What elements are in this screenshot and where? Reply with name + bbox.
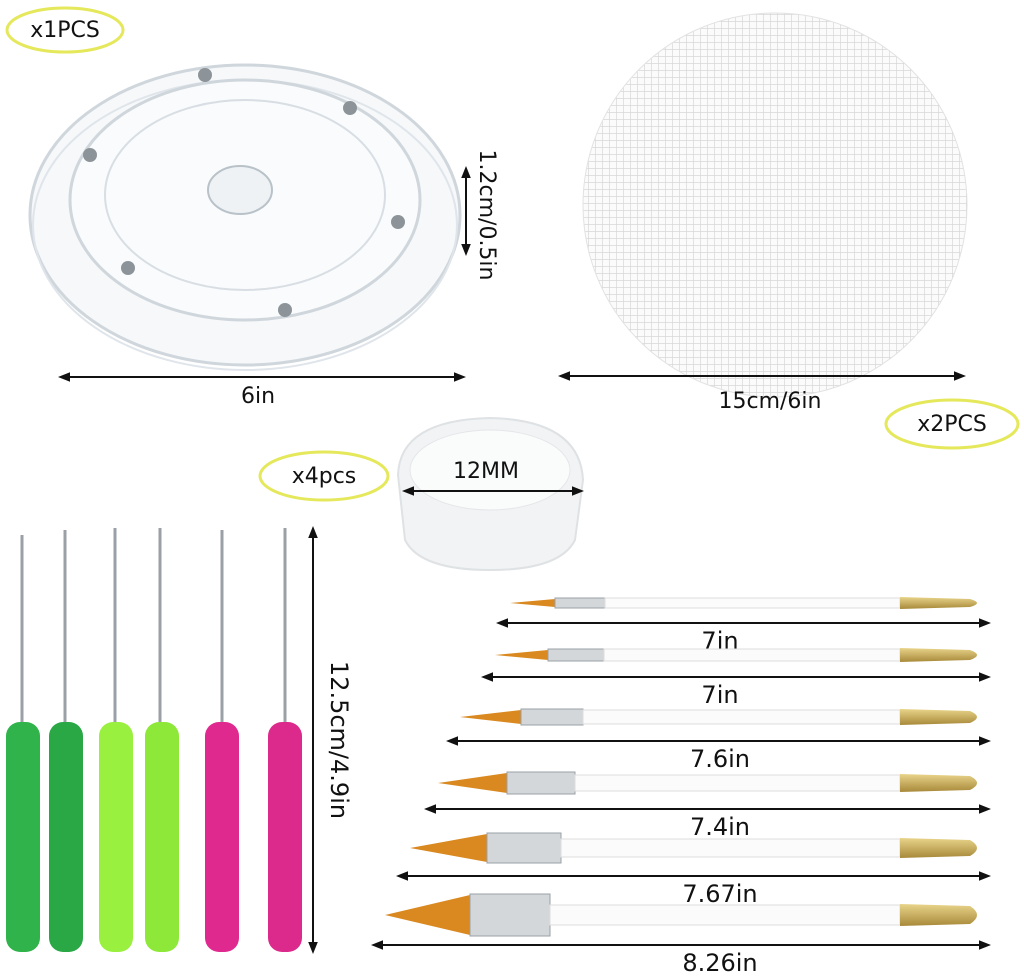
brush-bristles: [510, 599, 555, 607]
dimension-label: 8.26in: [682, 949, 757, 977]
dimension-label: 1.2cm/0.5in: [474, 150, 499, 281]
acrylic-block: [396, 416, 585, 572]
brush-tip: [900, 709, 977, 725]
brush-tip: [900, 648, 977, 662]
badge: x4pcs: [292, 464, 357, 489]
brush-handle: [549, 904, 901, 926]
brush-ferrule: [469, 893, 551, 937]
brush-ferrule: [506, 771, 576, 795]
dimension-label: 12MM: [453, 459, 519, 484]
dimension-label: 6in: [241, 384, 275, 409]
brush-ferrule: [547, 648, 605, 662]
dimension-label: 7.4in: [690, 813, 750, 841]
brush-ferrule: [554, 597, 606, 609]
scribers: [6, 528, 302, 952]
badge-outline: [5, 6, 125, 54]
dimension-label: 7.6in: [690, 745, 750, 773]
brush-bristles: [438, 773, 507, 793]
brush-bristles: [460, 710, 521, 724]
brush-bristles: [385, 895, 470, 935]
dimension-label: 12.5cm/4.9in: [325, 661, 353, 819]
brush-bristles: [495, 650, 548, 660]
turntable: [28, 63, 462, 371]
badge-outline: [258, 450, 390, 502]
badge: x2PCS: [917, 412, 987, 437]
mesh-mat: [582, 12, 968, 398]
brush-handle: [582, 709, 901, 725]
badge-outline: [884, 398, 1020, 450]
brush-ferrule: [486, 832, 562, 864]
brush-bristles: [410, 834, 487, 862]
brush-tip: [900, 597, 977, 609]
dimension-label: 7.67in: [682, 880, 757, 908]
brush-handle: [560, 838, 901, 858]
dimension-label: 7in: [701, 681, 738, 709]
dimension-label: 15cm/6in: [719, 389, 822, 414]
brush-handle: [604, 597, 901, 609]
brush-tip: [900, 774, 977, 792]
badge: x1PCS: [30, 18, 100, 43]
brush-handle: [574, 774, 901, 792]
brush-tip: [900, 904, 977, 926]
brush-ferrule: [520, 708, 584, 726]
brush-tip: [900, 838, 977, 858]
brush-handle: [603, 648, 901, 662]
